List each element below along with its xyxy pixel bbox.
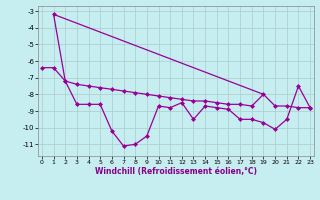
X-axis label: Windchill (Refroidissement éolien,°C): Windchill (Refroidissement éolien,°C) — [95, 167, 257, 176]
